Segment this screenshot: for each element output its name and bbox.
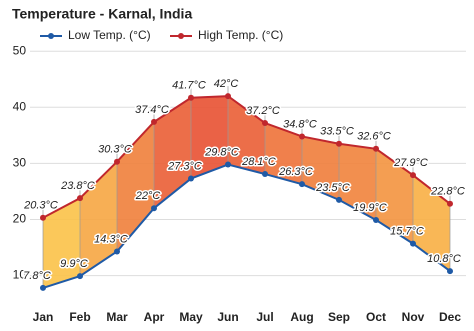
point (373, 217, 379, 224)
value-label: 32.6°C (357, 131, 391, 143)
x-tick-label: Dec (439, 310, 461, 324)
value-label: 10.8°C (427, 253, 461, 265)
value-label: 37.2°C (246, 105, 280, 117)
value-label: 41.7°C (172, 80, 206, 92)
value-label: 15.7°C (390, 226, 424, 238)
x-tick-label: Sep (328, 310, 350, 324)
x-tick-label: Jun (217, 310, 238, 324)
value-label: 29.8°C (204, 146, 239, 158)
y-tick-label: 50 (13, 43, 27, 57)
value-label: 27.9°C (393, 157, 428, 169)
value-label: 23.8°C (60, 180, 95, 192)
point (410, 240, 416, 247)
x-tick-label: May (179, 310, 203, 324)
x-tick-label: Feb (69, 310, 90, 324)
point (225, 161, 231, 168)
range-fill (117, 121, 154, 252)
point (114, 248, 120, 255)
value-label: 22°C (135, 190, 161, 202)
x-tick-label: Nov (402, 310, 425, 324)
range-fill (265, 123, 302, 185)
point (299, 181, 305, 188)
legend-label: Low Temp. (°C) (68, 28, 151, 42)
x-tick-label: Aug (290, 310, 313, 324)
x-tick-label: Jan (33, 310, 54, 324)
value-label: 34.8°C (283, 118, 317, 130)
series-line (42, 163, 451, 289)
value-label: 28.1°C (241, 156, 276, 168)
series-line (42, 95, 451, 219)
x-tick-label: Mar (106, 310, 128, 324)
point (151, 118, 157, 125)
point (188, 94, 194, 101)
point (373, 145, 379, 152)
x-tick-label: Apr (144, 310, 165, 324)
range-fill (376, 148, 413, 244)
range-fill (228, 96, 265, 175)
x-tick-label: Jul (256, 310, 273, 324)
point (336, 140, 342, 147)
point (114, 158, 120, 165)
legend-marker (178, 33, 184, 39)
chart-title: Temperature - Karnal, India (12, 6, 192, 22)
legend-label: High Temp. (°C) (198, 28, 283, 42)
value-label: 33.5°C (320, 126, 354, 138)
value-label: 23.5°C (315, 182, 350, 194)
point (262, 171, 268, 178)
range-fill (339, 143, 376, 221)
value-label: 9.9°C (60, 258, 88, 270)
x-tick-label: Oct (366, 310, 386, 324)
value-label: 22.8°C (430, 186, 465, 198)
point (262, 120, 268, 127)
range-fill (413, 175, 450, 272)
point (77, 273, 83, 280)
point (40, 284, 46, 291)
range-fill (191, 96, 228, 179)
value-label: 42°C (214, 78, 239, 90)
range-fill (154, 97, 191, 209)
range-fill (43, 198, 80, 288)
value-label: 26.3°C (278, 166, 313, 178)
value-label: 19.9°C (353, 202, 387, 214)
value-label: 37.4°C (135, 104, 169, 116)
point (188, 175, 194, 182)
point (299, 133, 305, 140)
point (151, 205, 157, 212)
value-label: 20.3°C (23, 200, 58, 212)
point (410, 172, 416, 179)
y-tick-label: 10 (13, 268, 27, 282)
value-label: 7.8°C (23, 270, 51, 282)
value-label: 27.3°C (167, 160, 202, 172)
point (77, 195, 83, 202)
legend-marker (48, 33, 54, 39)
y-tick-label: 30 (13, 156, 27, 170)
value-label: 30.3°C (98, 144, 132, 156)
y-tick-label: 20 (13, 212, 27, 226)
point (40, 214, 46, 221)
value-label: 14.3°C (94, 233, 128, 245)
y-tick-label: 40 (13, 99, 27, 113)
point (447, 200, 453, 207)
point (225, 93, 231, 100)
point (336, 196, 342, 203)
point (447, 268, 453, 275)
range-fill (302, 136, 339, 200)
